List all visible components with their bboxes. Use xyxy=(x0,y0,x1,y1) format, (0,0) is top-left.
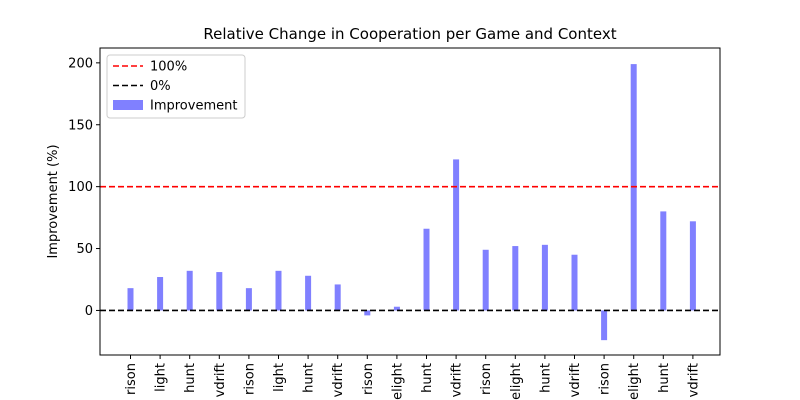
bar-4 xyxy=(216,272,223,311)
chart-title: Relative Change in Cooperation per Game … xyxy=(203,25,616,43)
legend-item-3: Improvement xyxy=(113,99,237,114)
x-tick-label: light xyxy=(154,363,169,392)
x-tick-label: vdrift xyxy=(568,363,583,397)
bar-11 xyxy=(423,228,430,311)
bar-7 xyxy=(305,275,312,311)
x-tick-label: hunt xyxy=(183,363,198,393)
y-tick-label: 150 xyxy=(68,118,93,133)
bar-20 xyxy=(689,221,696,311)
legend-label: 0% xyxy=(150,79,171,94)
x-tick-label: light xyxy=(272,363,287,392)
bar-8 xyxy=(334,284,341,311)
bar-5 xyxy=(245,288,252,311)
x-tick-label: vdrift xyxy=(213,363,228,397)
bar-9 xyxy=(364,310,371,316)
axes-frame xyxy=(99,47,721,356)
bar-3 xyxy=(186,270,193,311)
y-tick-label: 0 xyxy=(85,304,93,319)
legend-swatch xyxy=(113,100,143,110)
bar-2 xyxy=(157,277,164,311)
x-tick-label: vdrift xyxy=(686,363,701,397)
bar-12 xyxy=(453,159,460,311)
x-tick-label: elight xyxy=(390,363,405,400)
y-tick-label: 50 xyxy=(76,242,93,257)
bar-16 xyxy=(571,254,578,311)
plot-area: 0 50 100 150 200 rison light hunt vdrift rison lig… xyxy=(68,47,721,400)
bar-14 xyxy=(512,246,519,311)
bar-17 xyxy=(601,310,608,341)
x-tick-label: rison xyxy=(361,363,376,395)
legend-label: 100% xyxy=(150,60,187,75)
x-tick-label: elight xyxy=(509,363,524,400)
x-tick-label: rison xyxy=(124,363,139,395)
x-tick-label: vdrift xyxy=(331,363,346,397)
x-tick-label: hunt xyxy=(420,363,435,393)
x-tick-label: hunt xyxy=(302,363,317,393)
x-tick-label: hunt xyxy=(538,363,553,393)
x-tick-label: hunt xyxy=(657,363,672,393)
x-tick-label: elight xyxy=(627,363,642,400)
bar-13 xyxy=(482,249,489,311)
y-tick-label: 200 xyxy=(68,56,93,71)
x-tick-label: rison xyxy=(242,363,257,395)
bar-15 xyxy=(541,244,548,311)
bar-10 xyxy=(393,306,400,311)
legend-item-2: 0% xyxy=(113,79,171,94)
x-tick-label: rison xyxy=(479,363,494,395)
x-tick-label: vdrift xyxy=(450,363,465,397)
legend-item-1: 100% xyxy=(113,60,187,75)
bar-1 xyxy=(127,288,134,311)
legend: 100% 0% Improvement xyxy=(106,54,246,119)
x-tick-label: rison xyxy=(598,363,613,395)
y-axis-label: Improvement (%) xyxy=(46,144,61,258)
bar-6 xyxy=(275,270,282,311)
legend-label: Improvement xyxy=(150,99,237,114)
y-tick-label: 100 xyxy=(68,180,93,195)
bar-19 xyxy=(660,211,667,311)
